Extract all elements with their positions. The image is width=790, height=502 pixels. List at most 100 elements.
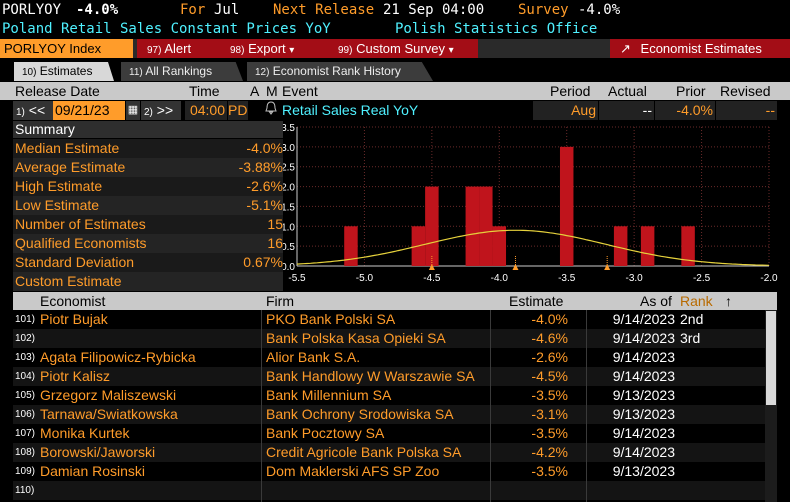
table-row[interactable]: 105) Grzegorz Maliszewski Bank Millennium … [13,386,775,405]
firm-name: Bank Ochrony Srodowiska SA [266,406,454,422]
table-row[interactable]: 106) Tarnawa/Swiatkowska Bank Ochrony Srod… [13,405,775,424]
col-prior[interactable]: Prior [676,83,706,99]
col-economist[interactable]: Economist [40,293,106,309]
col-period[interactable]: Period [550,83,591,99]
y-tick-label: 0.5 [283,242,295,253]
tab-all-rankings[interactable]: 11) All Rankings [121,62,243,81]
security-header: PORLYOY -4.0% For Jul Next Release 21 Se… [0,0,790,20]
release-period: Aug [533,101,598,120]
col-m[interactable]: M [266,83,278,99]
row-number: 103) [15,352,36,363]
x-tick-label: -2.5 [693,273,711,284]
row-number: 105) [15,390,36,401]
economist-estimates-button[interactable]: ↗ Economist Estimates [610,39,790,58]
tab-rank-history[interactable]: 12) Economist Rank History [247,62,433,81]
histogram-bar [559,146,574,266]
scrollbar-thumb[interactable] [766,311,776,405]
prev-release-button[interactable]: 1) << [13,101,53,120]
table-row[interactable]: 108) Borowski/Jaworski Credit Agricole Ban… [13,443,775,462]
estimate-marker [428,264,435,270]
row-number: 102) [15,333,36,344]
firm-name: PKO Bank Polski SA [266,311,396,327]
firm-name: Bank Millennium SA [266,387,392,403]
column-divider [586,310,587,502]
table-scrollbar[interactable] [765,310,777,502]
col-release-date[interactable]: Release Date [15,83,100,99]
table-row[interactable]: 107) Monika Kurtek Bank Pocztowy SA -3.5% 9/… [13,424,775,443]
col-as-of[interactable]: As of [640,293,672,309]
firm-name: Bank Pocztowy SA [266,425,385,441]
rank-value: 3rd [680,330,701,346]
tab-estimates[interactable]: 10) Estimates [14,62,114,81]
next-release-label: Next Release [273,2,375,18]
firm-name: Alior Bank S.A. [266,349,361,365]
ticker-field[interactable]: PORLYOY Index [0,39,133,58]
y-tick-label: 1.5 [283,202,295,213]
y-tick-label: 1.0 [283,222,295,233]
next-release-button[interactable]: 2) >> [141,101,181,120]
histogram-bar [681,226,695,266]
tab-label: Economist Rank History [272,64,401,78]
col-actual[interactable]: Actual [608,83,647,99]
summary-value: -5.1% [246,197,283,213]
row-number: 110) [15,485,35,496]
release-date-input[interactable]: 09/21/23 [53,101,125,120]
sort-ascending-icon[interactable]: ↑ [725,293,732,309]
calendar-icon[interactable]: ▦ [126,101,140,120]
col-a[interactable]: A [250,83,260,99]
summary-label: Qualified Economists [15,235,147,251]
estimate-value: -3.5% [531,425,568,441]
fn-number: 2) [144,107,153,118]
release-table-header: Release Date Time A M Event Period Actua… [0,82,790,100]
col-firm[interactable]: Firm [266,293,294,309]
economist-table-header: Economist Firm Estimate As of Rank ↑ [13,292,777,310]
summary-row[interactable]: Custom Estimate [13,272,283,291]
y-tick-label: 0.0 [283,262,295,273]
table-row[interactable]: 104) Piotr Kalisz Bank Handlowy W Warszawi… [13,367,775,386]
survey-label: Custom Survey [356,41,445,56]
survey-label: Survey [518,2,569,18]
as-of-date: 9/13/2023 [612,387,675,403]
histogram-bar [479,186,493,266]
summary-value: 15 [267,216,283,232]
table-row[interactable]: 102) Bank Polska Kasa Opieki SA -4.6% 9/14/… [13,329,775,348]
firm-name: Bank Polska Kasa Opieki SA [266,330,446,346]
export-button[interactable]: 98) Export ▾ [220,39,328,58]
col-event[interactable]: Event [282,83,318,99]
event-name[interactable]: Retail Sales Real YoY [282,102,419,118]
column-divider [261,310,262,502]
release-time: 04:00 [185,101,227,120]
custom-survey-button[interactable]: 99) Custom Survey ▾ [328,39,478,58]
economist-name: Monika Kurtek [40,425,130,441]
histogram-bar [344,226,358,266]
column-divider [490,310,491,502]
col-revised[interactable]: Revised [720,83,771,99]
table-row[interactable]: 110) [13,481,775,500]
normal-curve-line [296,229,770,266]
estimate-distribution-chart: 0.0 0.5 1.0 1.5 2.0 2.5 3.0 3.5 -5.5 -5.0 -4.5 -4.0… [283,123,778,284]
table-row[interactable]: 103) Agata Filipowicz-Rybicka Alior Bank S… [13,348,775,367]
tab-label: All Rankings [145,64,213,78]
security-description: Poland Retail Sales Constant Prices YoY … [0,20,790,38]
release-actual: -- [599,101,654,120]
summary-value: -2.6% [246,178,283,194]
col-estimate[interactable]: Estimate [509,293,564,309]
alert-button[interactable]: 97) Alert [137,39,239,58]
estimate-value: -3.5% [531,463,568,479]
summary-label: High Estimate [15,178,103,194]
table-row[interactable]: 109) Damian Rosinski Dom Maklerski AFS SP … [13,462,775,481]
release-prior: -4.0% [655,101,715,120]
summary-label: Average Estimate [15,159,126,175]
col-time[interactable]: Time [189,83,220,99]
row-number: 106) [15,409,36,420]
table-row[interactable]: 101) Piotr Bujak PKO Bank Polski SA -4.0% 9/… [13,310,775,329]
next-icon: >> [156,102,174,118]
rank-value: 2nd [680,311,704,327]
export-fn-number: 98) [230,45,245,56]
release-revised: -- [716,101,777,120]
firm-name: Credit Agricole Bank Polska SA [266,444,462,460]
estimate-value: -3.5% [531,387,568,403]
x-tick-label: -3.0 [626,273,644,284]
bell-icon[interactable] [265,101,279,120]
col-rank[interactable]: Rank [680,293,713,309]
